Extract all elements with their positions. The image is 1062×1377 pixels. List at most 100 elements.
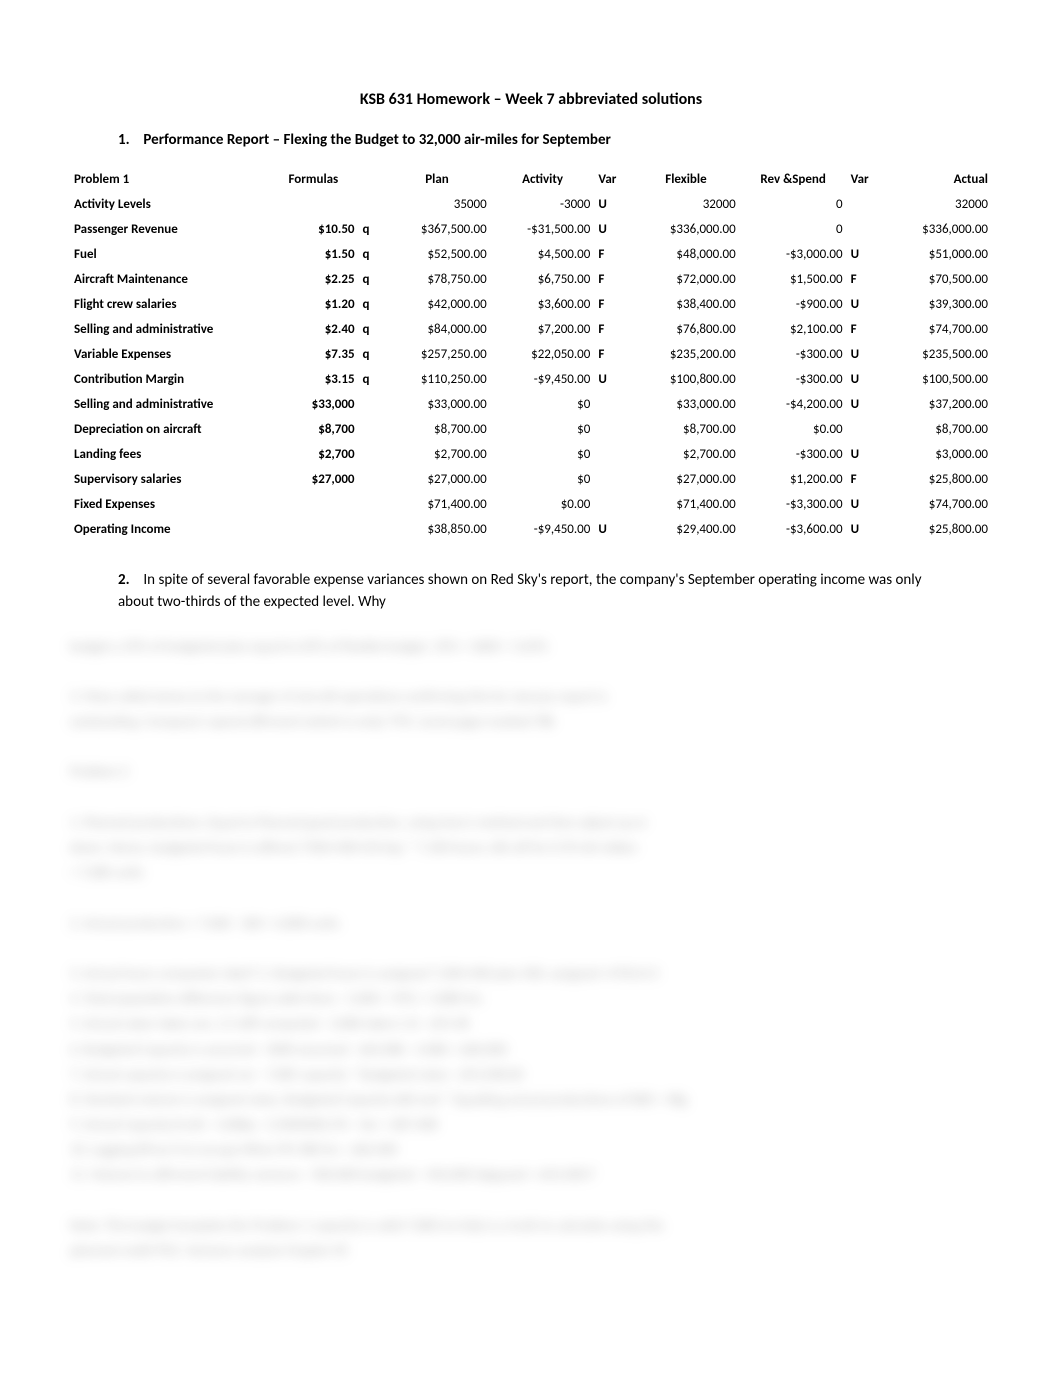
- cell-formula: [284, 492, 358, 517]
- cell-revspend: -$300.00: [740, 342, 847, 367]
- col-plan: Plan: [383, 167, 490, 192]
- cell-q: q: [359, 242, 384, 267]
- cell-label: Fixed Expenses: [70, 492, 284, 517]
- cell-q: q: [359, 367, 384, 392]
- cell-q: [359, 392, 384, 417]
- cell-var2: F: [847, 467, 885, 492]
- cell-activity: $4,500.00: [491, 242, 595, 267]
- cell-activity: $0: [491, 417, 595, 442]
- cell-actual: $74,700.00: [884, 317, 992, 342]
- cell-var2: [847, 417, 885, 442]
- table-header-row: Problem 1 Formulas Plan Activity Var Fle…: [70, 167, 992, 192]
- cell-formula: $1.50: [284, 242, 358, 267]
- cell-revspend: 0: [740, 217, 847, 242]
- cell-plan: 35000: [383, 192, 490, 217]
- cell-flexible: $71,400.00: [632, 492, 739, 517]
- section-1-text: Performance Report – Flexing the Budget …: [143, 131, 610, 149]
- cell-flexible: $2,700.00: [632, 442, 739, 467]
- blurred-line: [70, 885, 992, 910]
- blurred-line: [70, 785, 992, 810]
- cell-activity: $0: [491, 467, 595, 492]
- cell-formula: [284, 192, 358, 217]
- cell-var2: [847, 192, 885, 217]
- table-row: Aircraft Maintenance$2.25q$78,750.00$6,7…: [70, 267, 992, 292]
- cell-plan: $2,700.00: [383, 442, 490, 467]
- col-flexible: Flexible: [632, 167, 739, 192]
- cell-label: Fuel: [70, 242, 284, 267]
- section-2: 2. In spite of several favorable expense…: [118, 570, 938, 614]
- cell-var1: [594, 442, 632, 467]
- cell-plan: $367,500.00: [383, 217, 490, 242]
- blurred-line: [70, 936, 992, 961]
- blurred-line: 4. Total population difference figure ad…: [70, 986, 992, 1011]
- cell-q: [359, 442, 384, 467]
- cell-actual: $3,000.00: [884, 442, 992, 467]
- cell-var2: U: [847, 492, 885, 517]
- cell-plan: $110,250.00: [383, 367, 490, 392]
- cell-revspend: -$3,600.00: [740, 517, 847, 542]
- blurred-line: outstanding. Company's spend affirment (…: [70, 709, 992, 734]
- cell-plan: $78,750.00: [383, 267, 490, 292]
- col-var2: Var: [847, 167, 885, 192]
- cell-formula: $2,700: [284, 442, 358, 467]
- cell-revspend: -$300.00: [740, 367, 847, 392]
- cell-var2: U: [847, 517, 885, 542]
- cell-var1: F: [594, 267, 632, 292]
- cell-q: q: [359, 342, 384, 367]
- cell-plan: $42,000.00: [383, 292, 490, 317]
- cell-activity: $0: [491, 442, 595, 467]
- document-title: KSB 631 Homework – Week 7 abbreviated so…: [70, 90, 992, 109]
- table-row: Activity Levels35000-3000U32000032000: [70, 192, 992, 217]
- section-1-number: 1.: [118, 131, 140, 149]
- cell-activity: $7,200.00: [491, 317, 595, 342]
- table-row: Supervisory salaries$27,000$27,000.00$0$…: [70, 467, 992, 492]
- blurred-line: 3. Mary called James to the manager of a…: [70, 684, 992, 709]
- cell-label: Supervisory salaries: [70, 467, 284, 492]
- table-row: Flight crew salaries$1.20q$42,000.00$3,6…: [70, 292, 992, 317]
- cell-revspend: $0.00: [740, 417, 847, 442]
- section-1-heading: 1. Performance Report – Flexing the Budg…: [118, 131, 992, 149]
- cell-var2: U: [847, 442, 885, 467]
- cell-var2: [847, 217, 885, 242]
- cell-formula: $1.20: [284, 292, 358, 317]
- blurred-line: 10. Lagging BTrue II to occupy When PO 3…: [70, 1137, 992, 1162]
- cell-actual: $100,500.00: [884, 367, 992, 392]
- cell-var1: F: [594, 317, 632, 342]
- cell-revspend: -$3,000.00: [740, 242, 847, 267]
- cell-var1: U: [594, 517, 632, 542]
- performance-report-table: Problem 1 Formulas Plan Activity Var Fle…: [70, 167, 992, 542]
- cell-var1: [594, 467, 632, 492]
- cell-var1: [594, 492, 632, 517]
- cell-activity: $0.00: [491, 492, 595, 517]
- cell-label: Depreciation on aircraft: [70, 417, 284, 442]
- cell-var1: U: [594, 192, 632, 217]
- cell-actual: $70,500.00: [884, 267, 992, 292]
- cell-q: q: [359, 217, 384, 242]
- cell-actual: $336,000.00: [884, 217, 992, 242]
- cell-flexible: $76,800.00: [632, 317, 739, 342]
- cell-actual: $235,500.00: [884, 342, 992, 367]
- cell-label: Passenger Revenue: [70, 217, 284, 242]
- cell-activity: $0: [491, 392, 595, 417]
- cell-label: Variable Expenses: [70, 342, 284, 367]
- cell-activity: $22,050.00: [491, 342, 595, 367]
- col-var1: Var: [594, 167, 632, 192]
- cell-var2: U: [847, 342, 885, 367]
- cell-flexible: $235,200.00: [632, 342, 739, 367]
- col-problem: Problem 1: [70, 167, 284, 192]
- cell-revspend: 0: [740, 192, 847, 217]
- cell-formula: $10.50: [284, 217, 358, 242]
- table-row: Variable Expenses$7.35q$257,250.00$22,05…: [70, 342, 992, 367]
- cell-label: Contribution Margin: [70, 367, 284, 392]
- cell-revspend: -$3,300.00: [740, 492, 847, 517]
- cell-plan: $71,400.00: [383, 492, 490, 517]
- cell-activity: $3,600.00: [491, 292, 595, 317]
- cell-flexible: $33,000.00: [632, 392, 739, 417]
- cell-actual: $39,300.00: [884, 292, 992, 317]
- cell-var1: [594, 392, 632, 417]
- cell-actual: 32000: [884, 192, 992, 217]
- cell-plan: $33,000.00: [383, 392, 490, 417]
- cell-flexible: $29,400.00: [632, 517, 739, 542]
- cell-revspend: $2,100.00: [740, 317, 847, 342]
- cell-actual: $25,800.00: [884, 467, 992, 492]
